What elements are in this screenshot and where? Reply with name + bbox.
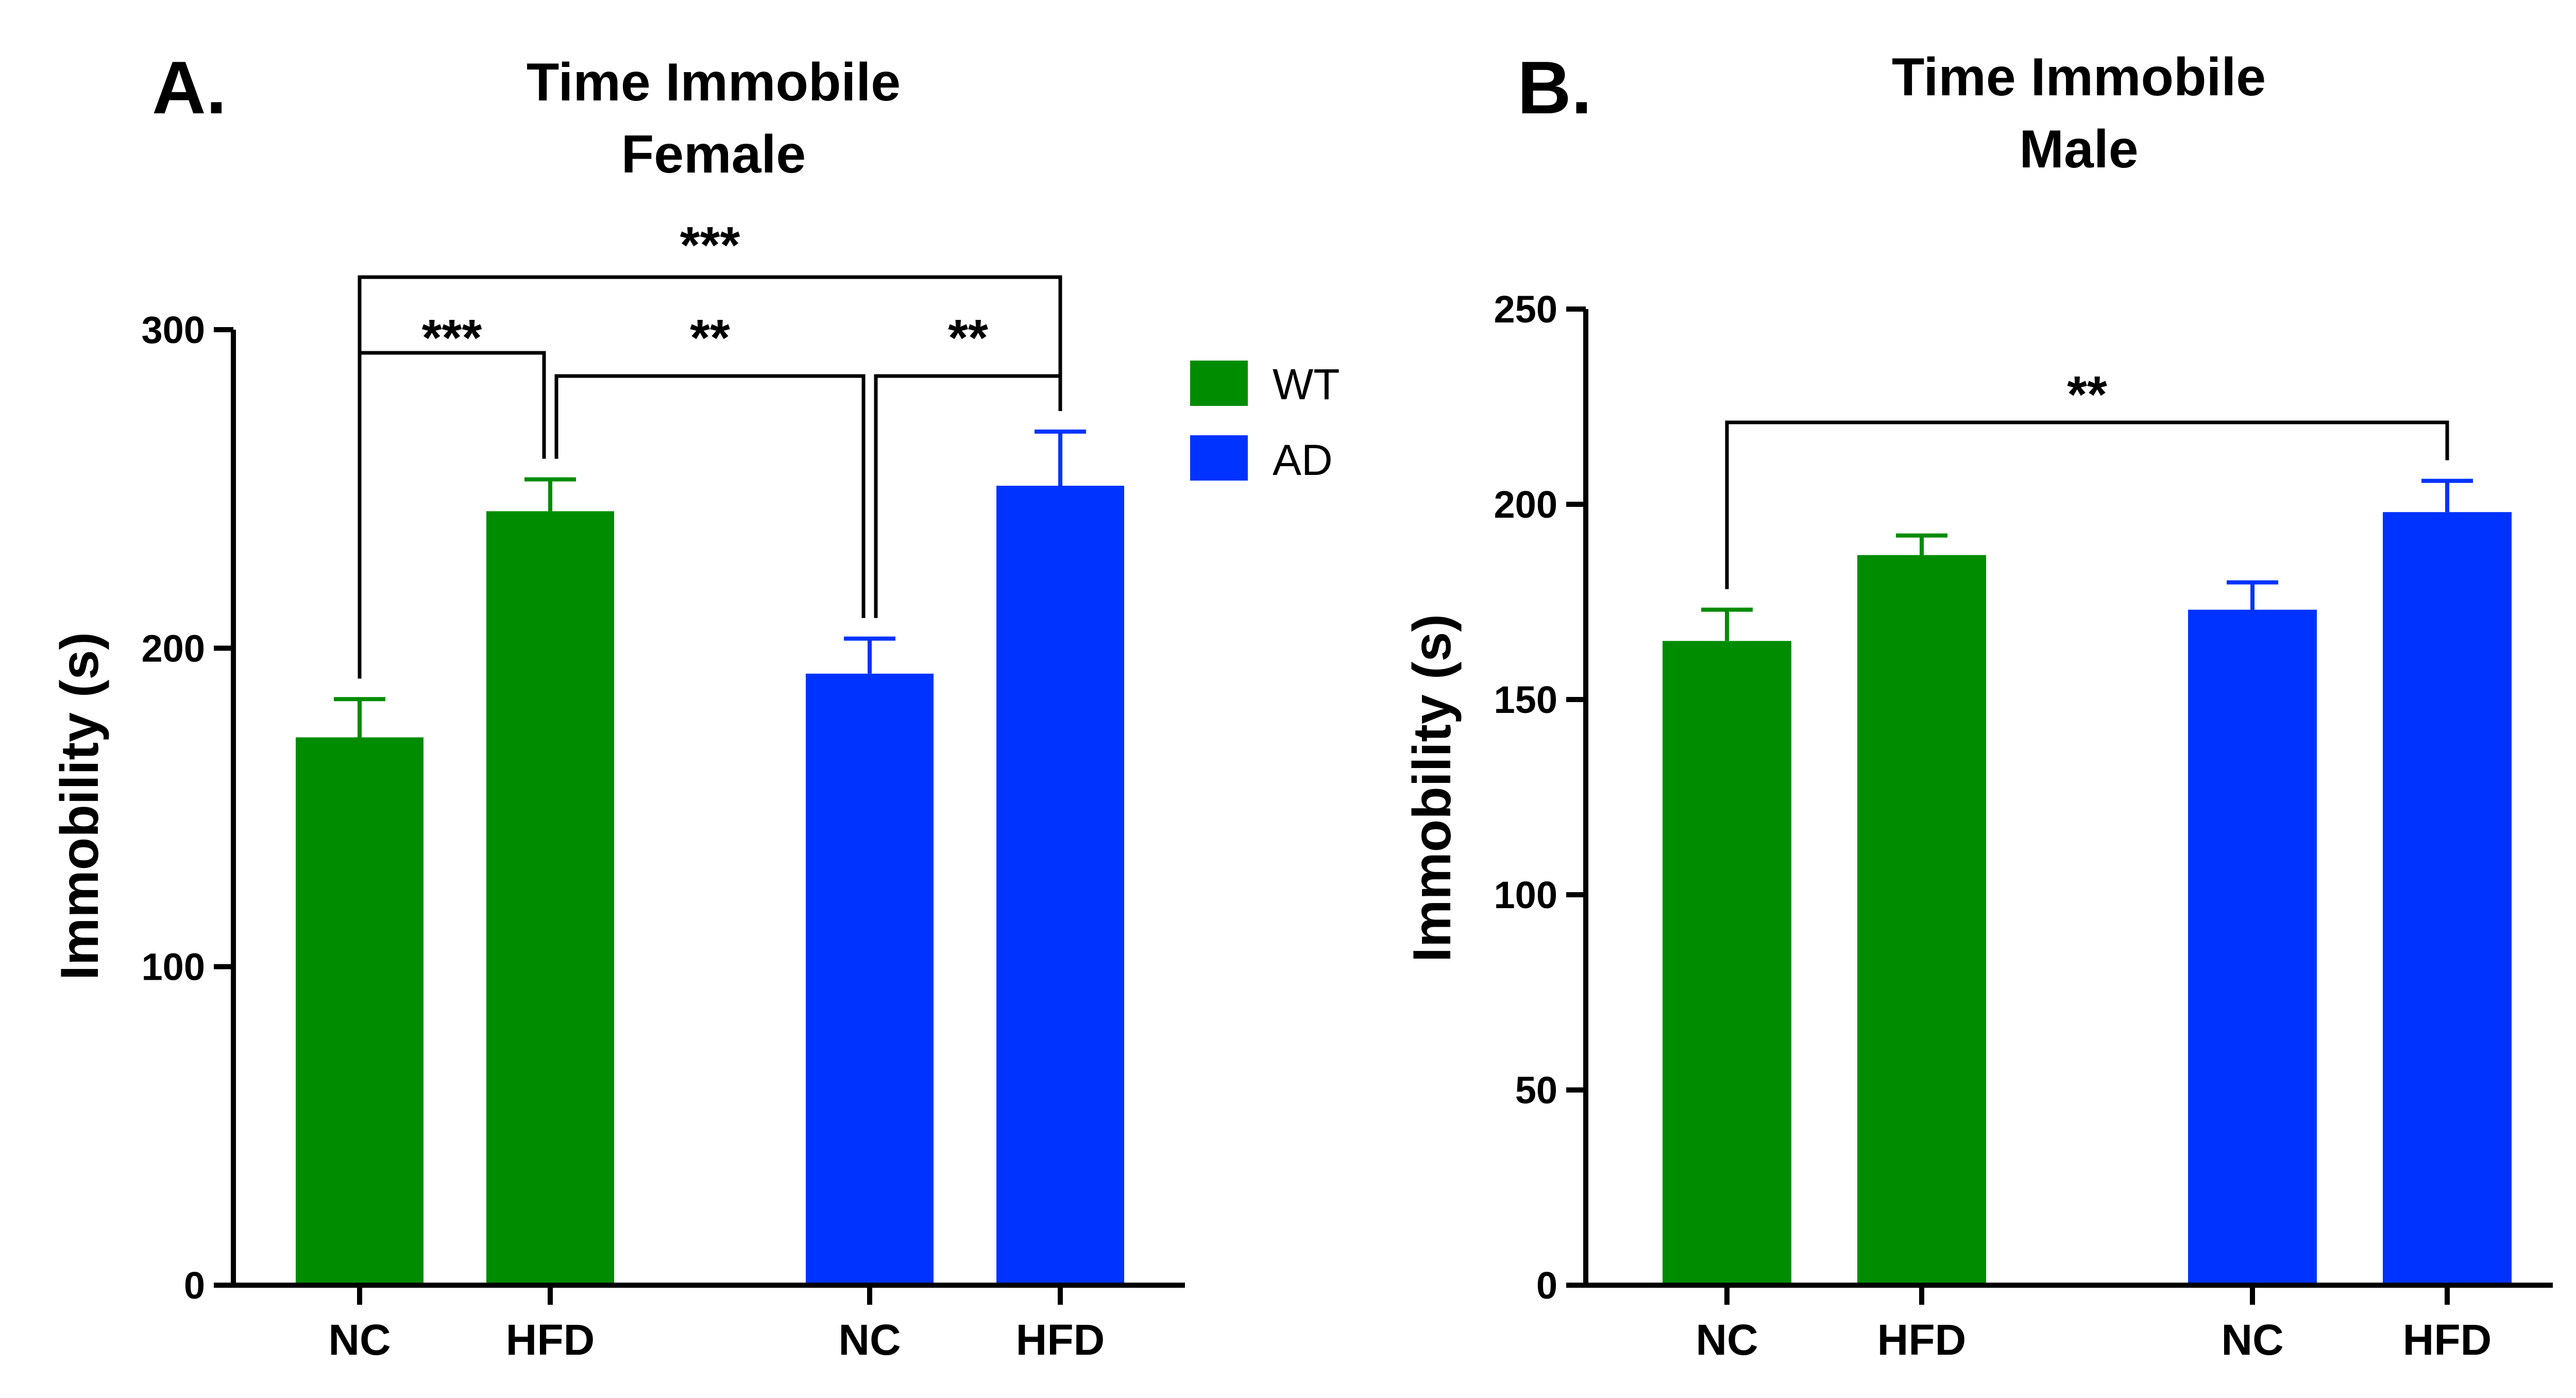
panel-b-y-tick-label: 150 [1494,678,1557,721]
panel-b-y-tick-label: 100 [1494,874,1557,916]
panel-a-bar-ad-hfd [996,485,1124,1285]
legend-label-ad: AD [1273,436,1333,484]
panel-b-title-line-1: Time Immobile [1892,47,2266,107]
panel-b-significance-label: ** [2067,366,2107,423]
panel-a-significance-bracket [554,374,866,618]
panel-a-x-tick-label: HFD [506,1316,595,1364]
panel-a-bar-wt-hfd [486,511,614,1286]
panel-a-bars [296,485,1124,1286]
panel-b-title-line-2: Male [2019,120,2138,179]
panel-b: B. Time Immobile Male Immobility (s) 0 50… [1402,46,2553,1364]
panel-b-x-tick-label: NC [2221,1316,2283,1364]
legend-label-wt: WT [1273,360,1340,408]
panel-b-x-tick-label: HFD [1877,1316,1967,1364]
panel-b-bar-ad-hfd [2383,512,2512,1286]
panel-a-letter: A. [152,46,227,129]
panel-a-significance-brackets: *** ** ***** [358,216,1062,679]
panel-a-y-ticks: 0 100 200 300 [142,309,233,1307]
panel-a-y-tick-label: 200 [142,627,205,670]
panel-b-y-tick-label: 200 [1494,483,1557,526]
panel-a-y-tick-label: 300 [142,309,205,351]
panel-b-y-tick-label: 0 [1536,1264,1557,1307]
panel-a-x-tick-label: NC [328,1316,391,1364]
panel-a-axes [231,330,1185,1288]
panel-b-letter: B. [1517,46,1592,129]
panel-b-significance-bracket [1725,420,2449,589]
panel-b-axes [1583,309,2553,1288]
legend-swatch-ad [1190,435,1248,481]
panel-a-title-line-1: Time Immobile [527,53,901,112]
panel-b-y-tick-label: 250 [1494,288,1557,331]
panel-b-significance-brackets: ** [1725,366,2449,589]
panel-a-significance-label: ** [948,309,988,367]
legend-swatch-wt [1190,361,1248,406]
panel-b-bar-wt-nc [1663,641,1791,1285]
panel-a-x-tick-label: NC [838,1316,901,1364]
panel-b-x-ticks: NC HFD NC HFD [1696,1285,2492,1364]
panel-b-y-tick-label: 50 [1515,1069,1557,1112]
panel-b-error-bars [1701,479,2473,641]
legend: WT AD [1190,360,1340,484]
panel-b-bars [1663,512,2512,1286]
panel-a-bar-ad-nc [806,673,934,1285]
panel-a-error-bars [334,429,1086,738]
panel-a-y-axis-label: Immobility (s) [50,632,110,980]
panel-a: A. Time Immobile Female Immobility (s) 0… [50,46,1185,1364]
panel-a-significance-label: *** [680,216,740,274]
panel-a-bar-wt-nc [296,737,423,1285]
panel-a-title-line-2: Female [621,125,806,184]
panel-a-x-ticks: NC HFD NC HFD [328,1285,1105,1364]
panel-a-significance-bracket [358,275,1062,679]
panel-b-bar-wt-hfd [1857,555,1986,1285]
panel-b-y-axis-label: Immobility (s) [1402,614,1462,962]
panel-a-significance-label: ** [690,309,730,367]
panel-a-y-tick-label: 100 [142,946,205,988]
panel-a-y-tick-label: 0 [184,1264,205,1307]
panel-b-x-tick-label: HFD [2403,1316,2492,1364]
panel-b-x-tick-label: NC [1696,1316,1758,1364]
panel-a-significance-label: *** [422,309,482,367]
panel-b-bar-ad-nc [2188,609,2317,1285]
panel-b-y-ticks: 0 50 100 150 200 250 [1494,288,1586,1307]
panel-a-x-tick-label: HFD [1016,1316,1105,1364]
